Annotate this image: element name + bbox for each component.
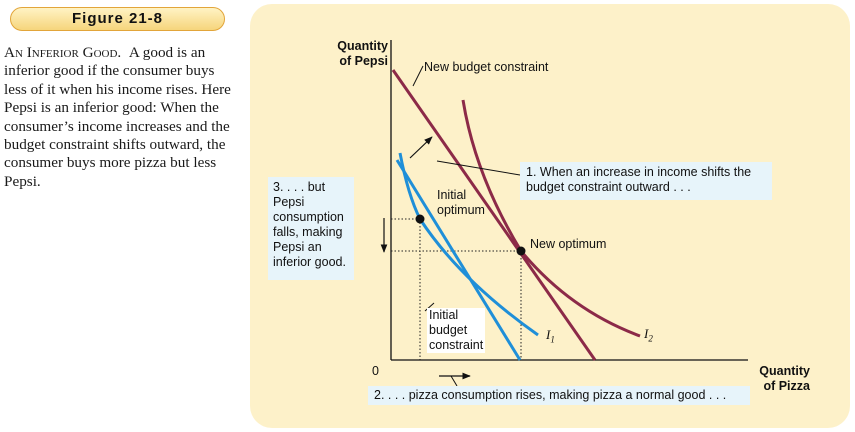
callout-three-line5: Pepsi an [273,240,322,254]
new-budget-leader [412,65,424,87]
indifference-curve-i2 [461,99,641,338]
initial-optimum-label-line1: Initial [437,188,467,202]
i1-letter: I [546,327,551,342]
callout-three-line6: inferior good. [273,255,346,269]
callout-pizza-rises: 2. . . . pizza consumption rises, making… [368,386,750,405]
indifference-curve-i1 [398,152,539,337]
i2-subscript: 2 [648,333,653,344]
x-axis-title-line2: of Pizza [763,379,810,393]
callout-pepsi-falls: 3. . . . but Pepsi consumption falls, ma… [268,177,354,280]
i2-label: I2 [644,326,653,347]
initial-optimum-label-line2: optimum [437,203,485,217]
callout-two-leader [450,375,458,387]
initial-budget-label-line2: budget [429,323,468,337]
x-axis-title-line1: Quantity [759,364,810,378]
callout-three-line4: falls, making [273,225,343,239]
initial-optimum-label: Initial optimum [437,188,485,218]
callout-one-line2: budget constraint outward . . . [526,180,691,194]
x-axis-title: Quantity of Pizza [754,364,810,394]
caption-body: A good is an inferior good if the consum… [4,44,231,190]
initial-budget-label-line1: Initial [429,308,459,322]
callout-three-line1: 3. . . . but [273,180,326,194]
figure-label: Figure 21-8 [10,7,225,31]
figure-caption: An Inferior Good. A good is an inferior … [4,44,236,191]
i2-letter: I [644,326,649,341]
initial-budget-label: Initial budget constraint [427,308,486,353]
new-budget-label: New budget constraint [424,60,549,74]
initial-optimum-point [415,214,425,224]
new-optimum-label: New optimum [530,237,607,251]
initial-budget-leader [424,302,435,312]
y-axis-title-line1: Quantity [337,39,388,53]
i1-subscript: 1 [550,334,555,345]
new-budget-constraint [391,69,597,361]
y-axis-title: Quantity of Pepsi [336,39,388,69]
initial-budget-label-line3: constraint [429,338,484,352]
new-optimum-point [516,246,526,256]
i1-label: I1 [546,327,555,348]
callout-income-shift: 1. When an increase in income shifts the… [520,162,772,200]
origin-label: 0 [372,364,379,378]
callout-one-leader [436,160,521,176]
budget-shift-arrow [409,136,433,159]
callout-one-line1: 1. When an increase in income shifts the [526,165,752,179]
y-axis-title-line2: of Pepsi [339,54,388,68]
callout-three-line2: Pepsi [273,195,305,209]
initial-budget-constraint [395,159,522,361]
caption-heading: An Inferior Good. [4,44,122,61]
callout-three-line3: consumption [273,210,344,224]
